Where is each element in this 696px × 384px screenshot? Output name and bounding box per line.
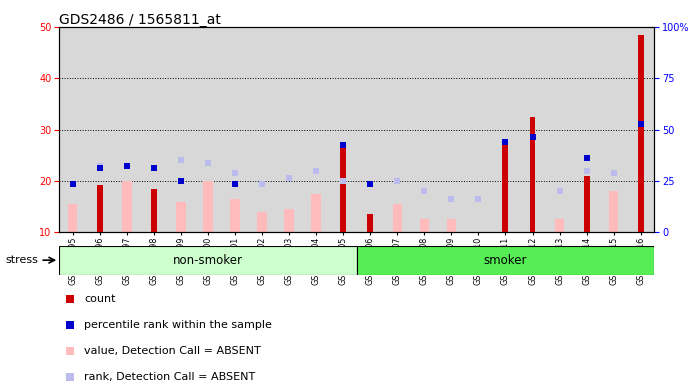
Bar [122,181,132,232]
Text: non-smoker: non-smoker [173,254,243,266]
Text: rank, Detection Call = ABSENT: rank, Detection Call = ABSENT [84,372,255,382]
Bar [285,209,294,232]
Bar [151,189,157,232]
Bar [97,185,103,232]
Bar [420,220,429,232]
Bar [503,142,509,232]
Bar [59,246,357,275]
Text: value, Detection Call = ABSENT: value, Detection Call = ABSENT [84,346,261,356]
Text: count: count [84,294,116,304]
Text: GDS2486 / 1565811_at: GDS2486 / 1565811_at [59,13,221,27]
Bar [230,199,239,232]
Bar [258,212,267,232]
Bar [393,204,402,232]
Bar [203,181,213,232]
Text: stress: stress [6,255,38,265]
Bar [357,246,654,275]
Bar [176,202,186,232]
Bar [447,220,456,232]
Text: smoker: smoker [484,254,528,266]
Bar [584,176,590,232]
Bar [530,117,535,232]
Bar [68,204,77,232]
Bar [638,35,644,232]
Text: percentile rank within the sample: percentile rank within the sample [84,320,272,330]
Bar [367,214,373,232]
Bar [609,191,619,232]
Bar [340,147,346,232]
Bar [311,194,321,232]
Bar [555,220,564,232]
